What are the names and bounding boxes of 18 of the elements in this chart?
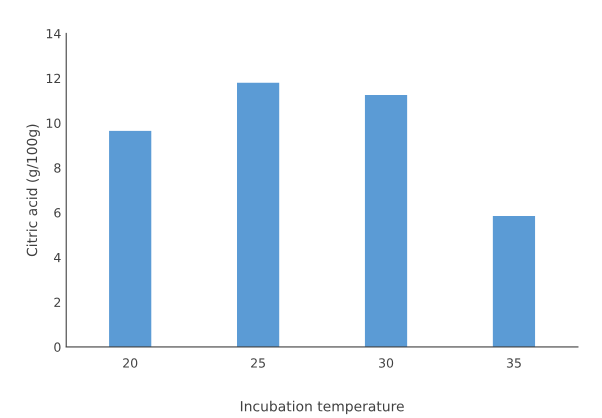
y-tick-label: 6	[54, 208, 61, 218]
x-axis-title: Incubation temperature	[240, 400, 404, 414]
bar	[109, 130, 152, 347]
y-tick-label: 2	[54, 298, 60, 307]
y-tick-label: 4	[54, 253, 61, 262]
y-tick-label: 14	[46, 29, 61, 38]
bar	[364, 95, 408, 347]
x-tick-label: 25	[251, 358, 265, 368]
x-tick-label: 30	[379, 358, 394, 368]
y-tick-label: 8	[54, 163, 61, 173]
y-axis-title: Citric acid (g/100g)	[26, 124, 40, 256]
y-tick-label: 10	[46, 118, 61, 128]
y-tick-label: 12	[46, 74, 60, 83]
x-tick-label: 20	[123, 358, 138, 368]
bar	[492, 216, 536, 347]
x-tick-label: 35	[506, 358, 521, 368]
bar	[237, 82, 280, 347]
y-tick-label: 0	[54, 342, 61, 352]
